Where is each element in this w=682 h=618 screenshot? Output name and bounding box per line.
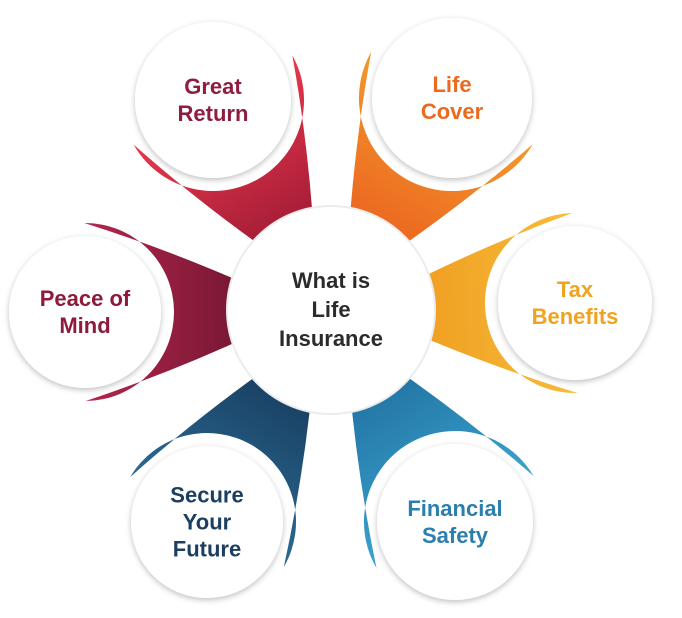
petal-label-line: Your xyxy=(183,510,232,535)
center-title-line: What is xyxy=(292,268,370,293)
petal-label-line: Tax xyxy=(557,277,594,302)
petal-label-line: Peace of xyxy=(40,286,131,311)
petal-label-line: Return xyxy=(178,101,249,126)
petal-peace-of-mind: Peace of Mind xyxy=(9,223,262,401)
petal-circle xyxy=(498,226,652,380)
center-circle xyxy=(226,205,436,415)
petal-circle xyxy=(372,18,532,178)
petal-label: Great Return xyxy=(178,74,249,126)
petal-shape xyxy=(84,223,262,401)
petal-label: Life Cover xyxy=(421,72,484,124)
petal-tax-benefits: Tax Benefits xyxy=(400,213,652,394)
petal-circle xyxy=(9,236,161,388)
petal-great-return: Great Return xyxy=(133,22,315,259)
center-title-line: Insurance xyxy=(279,326,383,351)
petal-shape xyxy=(349,360,534,568)
center-title-line: Life xyxy=(311,297,350,322)
petal-label-line: Benefits xyxy=(532,304,619,329)
petal-label: Financial Safety xyxy=(407,496,502,548)
center-hub: What is Life Insurance xyxy=(226,205,436,415)
petal-label-line: Cover xyxy=(421,99,484,124)
petal-shape xyxy=(130,360,313,567)
petal-label-line: Mind xyxy=(59,313,110,338)
petal-circle xyxy=(377,444,533,600)
petal-label: Tax Benefits xyxy=(532,277,619,329)
petal-shape xyxy=(400,213,578,394)
petal-circle xyxy=(135,22,291,178)
petal-label-line: Future xyxy=(173,537,241,562)
petal-shape xyxy=(348,51,533,260)
petal-circle xyxy=(131,446,283,598)
petal-label: Secure Your Future xyxy=(170,483,243,562)
petal-secure-your-future: Secure Your Future xyxy=(130,360,313,598)
center-title: What is Life Insurance xyxy=(279,268,383,351)
petal-life-cover: Life Cover xyxy=(348,18,533,260)
petal-shape xyxy=(133,55,315,259)
petal-label-line: Life xyxy=(432,72,471,97)
petal-label-line: Financial xyxy=(407,496,502,521)
petal-label-line: Safety xyxy=(422,523,489,548)
petal-label-line: Secure xyxy=(170,483,243,508)
petal-label: Peace of Mind xyxy=(40,286,131,338)
petal-financial-safety: Financial Safety xyxy=(349,360,534,600)
petal-label-line: Great xyxy=(184,74,242,99)
